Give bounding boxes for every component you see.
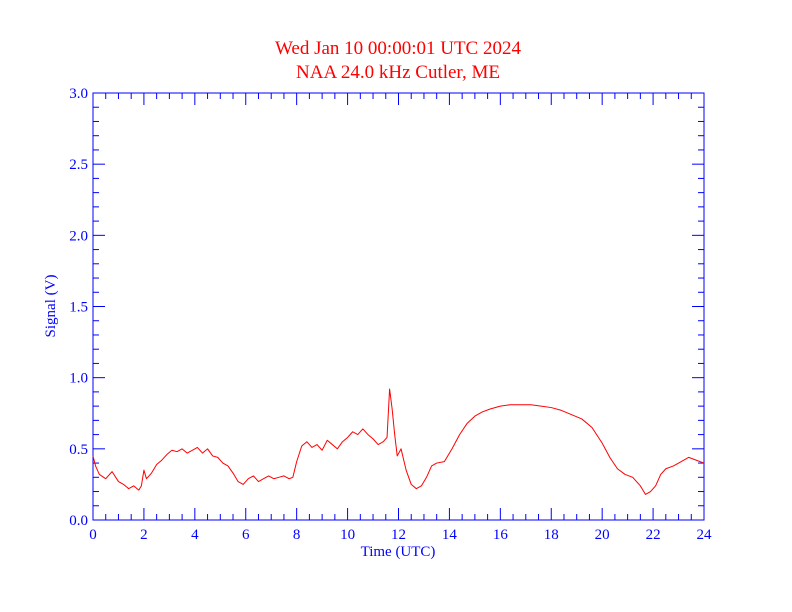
x-tick-label: 22 xyxy=(646,527,661,543)
signal-series-line xyxy=(92,388,705,495)
chart-title: Wed Jan 10 00:00:01 UTC 2024 xyxy=(275,38,521,59)
x-tick-label: 4 xyxy=(191,527,199,543)
y-tick-label: 1.0 xyxy=(69,371,88,387)
x-tick-label: 14 xyxy=(442,527,458,543)
x-tick-label: 6 xyxy=(242,527,250,543)
x-tick-label: 20 xyxy=(595,527,610,543)
x-axis-ticks: 0 2 4 6 8 10 12 14 16 18 20 22 24 xyxy=(89,93,712,543)
x-axis-label: Time (UTC) xyxy=(361,544,436,560)
y-axis-ticks: 0.0 0.5 1.0 1.5 2.0 2.5 3.0 xyxy=(69,86,704,529)
y-tick-label: 2.5 xyxy=(69,157,88,173)
x-tick-label: 12 xyxy=(391,527,406,543)
x-tick-label: 0 xyxy=(89,527,97,543)
y-tick-label: 3.0 xyxy=(69,86,88,102)
plot-frame xyxy=(92,92,705,521)
chart-subtitle: NAA 24.0 kHz Cutler, ME xyxy=(296,62,500,83)
y-tick-label: 1.5 xyxy=(69,300,88,316)
x-tick-label: 2 xyxy=(140,527,148,543)
x-tick-label: 24 xyxy=(697,527,713,543)
x-tick-label: 16 xyxy=(493,527,509,543)
x-tick-label: 10 xyxy=(340,527,355,543)
y-tick-label: 2.0 xyxy=(69,228,88,244)
plot-series xyxy=(92,388,705,495)
y-tick-label: 0.0 xyxy=(69,513,88,529)
x-tick-label: 18 xyxy=(544,527,559,543)
y-axis-label: Signal (V) xyxy=(43,275,59,338)
y-tick-label: 0.5 xyxy=(69,442,88,458)
x-tick-label: 8 xyxy=(293,527,301,543)
